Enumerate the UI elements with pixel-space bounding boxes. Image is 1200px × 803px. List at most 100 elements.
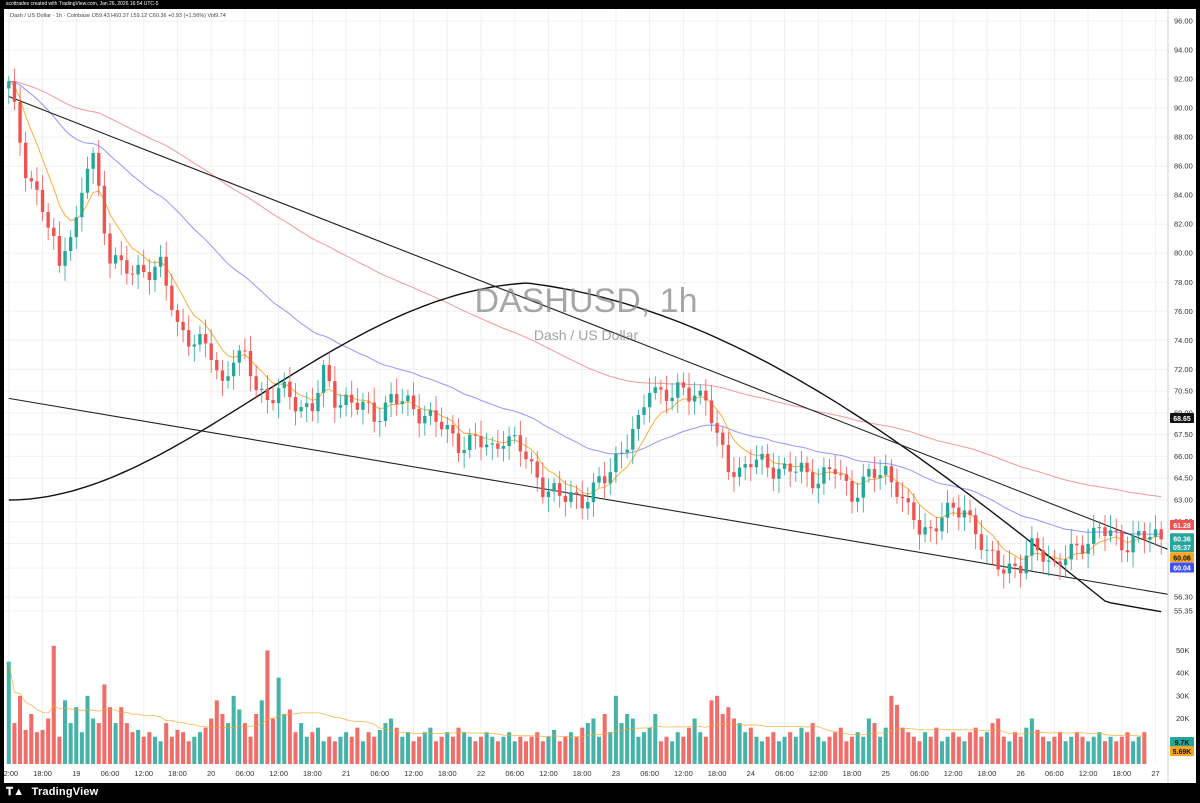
volume-bar (574, 736, 579, 764)
candle (102, 170, 107, 246)
candle-body (833, 469, 837, 475)
volume-bar (658, 741, 663, 764)
volume-bar (956, 736, 961, 764)
volume-bar (467, 736, 472, 764)
volume-bar (1131, 741, 1136, 764)
volume-bar (653, 714, 658, 764)
price-chart-svg[interactable]: DASHUSD, 1h Dash / US Dollar Dash / US D… (0, 9, 1196, 783)
volume-bar (304, 736, 309, 764)
volume-bar (63, 700, 68, 764)
candle-body (681, 382, 686, 388)
tradingview-logo[interactable]: 𝐓▲ TradingView (6, 786, 98, 799)
candle (546, 478, 551, 513)
candle-body (321, 365, 326, 393)
volume-bar (1052, 736, 1057, 764)
candle (990, 540, 995, 565)
candle (1148, 522, 1152, 553)
time-axis[interactable]: 12:00 18:00 19 06:00 12:00 18:00 20 06:00 12:00 1… (0, 769, 1160, 778)
candle-body (40, 189, 45, 213)
volume-bar (1041, 736, 1046, 764)
candle (1075, 535, 1079, 561)
candle-body (57, 236, 62, 266)
volume-bar (1114, 741, 1119, 764)
volume-bar (175, 729, 180, 764)
candle (23, 131, 28, 192)
candle-body (1075, 543, 1079, 546)
volume-bar (1136, 736, 1141, 764)
trendlines[interactable] (8, 95, 1169, 595)
volume-bar (1063, 741, 1068, 764)
volume-bar (703, 736, 708, 764)
candle (153, 260, 157, 292)
candle (1058, 553, 1062, 580)
candle-body (855, 497, 860, 502)
volume-badge-label: 9.7K (1175, 740, 1190, 747)
candle (394, 378, 399, 416)
volume-bar (1074, 732, 1079, 764)
candle (985, 535, 989, 563)
candle (1080, 535, 1085, 560)
price-tick-label: 63.00 (1174, 495, 1193, 504)
candle-body (1041, 550, 1045, 562)
candle (602, 461, 607, 499)
candle (1063, 545, 1068, 577)
candle-body (1153, 529, 1158, 537)
candle-body (142, 264, 146, 273)
candle (338, 394, 343, 419)
candle-body (692, 395, 697, 402)
candle (260, 381, 264, 403)
chart-area[interactable]: DASHUSD, 1h Dash / US Dollar Dash / US D… (0, 9, 1196, 783)
volume-bar (29, 714, 34, 764)
candle-body (900, 496, 905, 499)
volume-bar (984, 732, 989, 764)
candle-body (344, 394, 348, 406)
candle (417, 393, 421, 438)
candle (12, 68, 17, 111)
candle (1120, 524, 1124, 563)
candle (827, 458, 832, 481)
volume-bar (1018, 736, 1023, 764)
time-tick-label: 18:00 (708, 769, 727, 778)
volume-bar (91, 718, 96, 764)
volume-bar (878, 736, 883, 764)
candle-body (310, 403, 315, 412)
candle (1125, 536, 1130, 562)
volume-bar (360, 741, 365, 764)
volume-bar (1001, 736, 1006, 764)
volume-bar (372, 736, 377, 764)
volume-bar (529, 736, 534, 764)
candle-body (170, 285, 174, 311)
volume-bar (490, 736, 495, 764)
candle-body (805, 462, 809, 473)
volume-bar (74, 707, 79, 764)
volume-bar (349, 736, 354, 764)
volume-bar (512, 741, 517, 764)
candle (451, 414, 455, 447)
volume-bar (636, 736, 641, 764)
candle-body (839, 474, 843, 476)
volume-bar (214, 700, 219, 764)
candle (900, 482, 905, 513)
volume-bar (259, 700, 264, 764)
watermark-name: Dash / US Dollar (534, 327, 639, 343)
volume-bar (102, 684, 107, 764)
candle (456, 418, 461, 462)
candle (7, 76, 11, 104)
volume-bar (299, 723, 304, 764)
candle-body (484, 444, 489, 448)
candle-body (468, 434, 472, 451)
candle-body (338, 405, 343, 408)
candle (1030, 526, 1034, 571)
volume-bar (968, 732, 973, 764)
candle (777, 455, 781, 494)
volume-bar (833, 732, 838, 764)
candle (170, 273, 174, 317)
volume-tick-label: 40K (1176, 669, 1189, 678)
candlesticks[interactable] (7, 68, 1163, 589)
price-tick-label: 82.00 (1174, 220, 1193, 229)
candle-body (1131, 535, 1135, 553)
candle (709, 385, 714, 432)
candle (479, 420, 483, 461)
candle (749, 449, 753, 482)
candle-body (305, 403, 309, 408)
